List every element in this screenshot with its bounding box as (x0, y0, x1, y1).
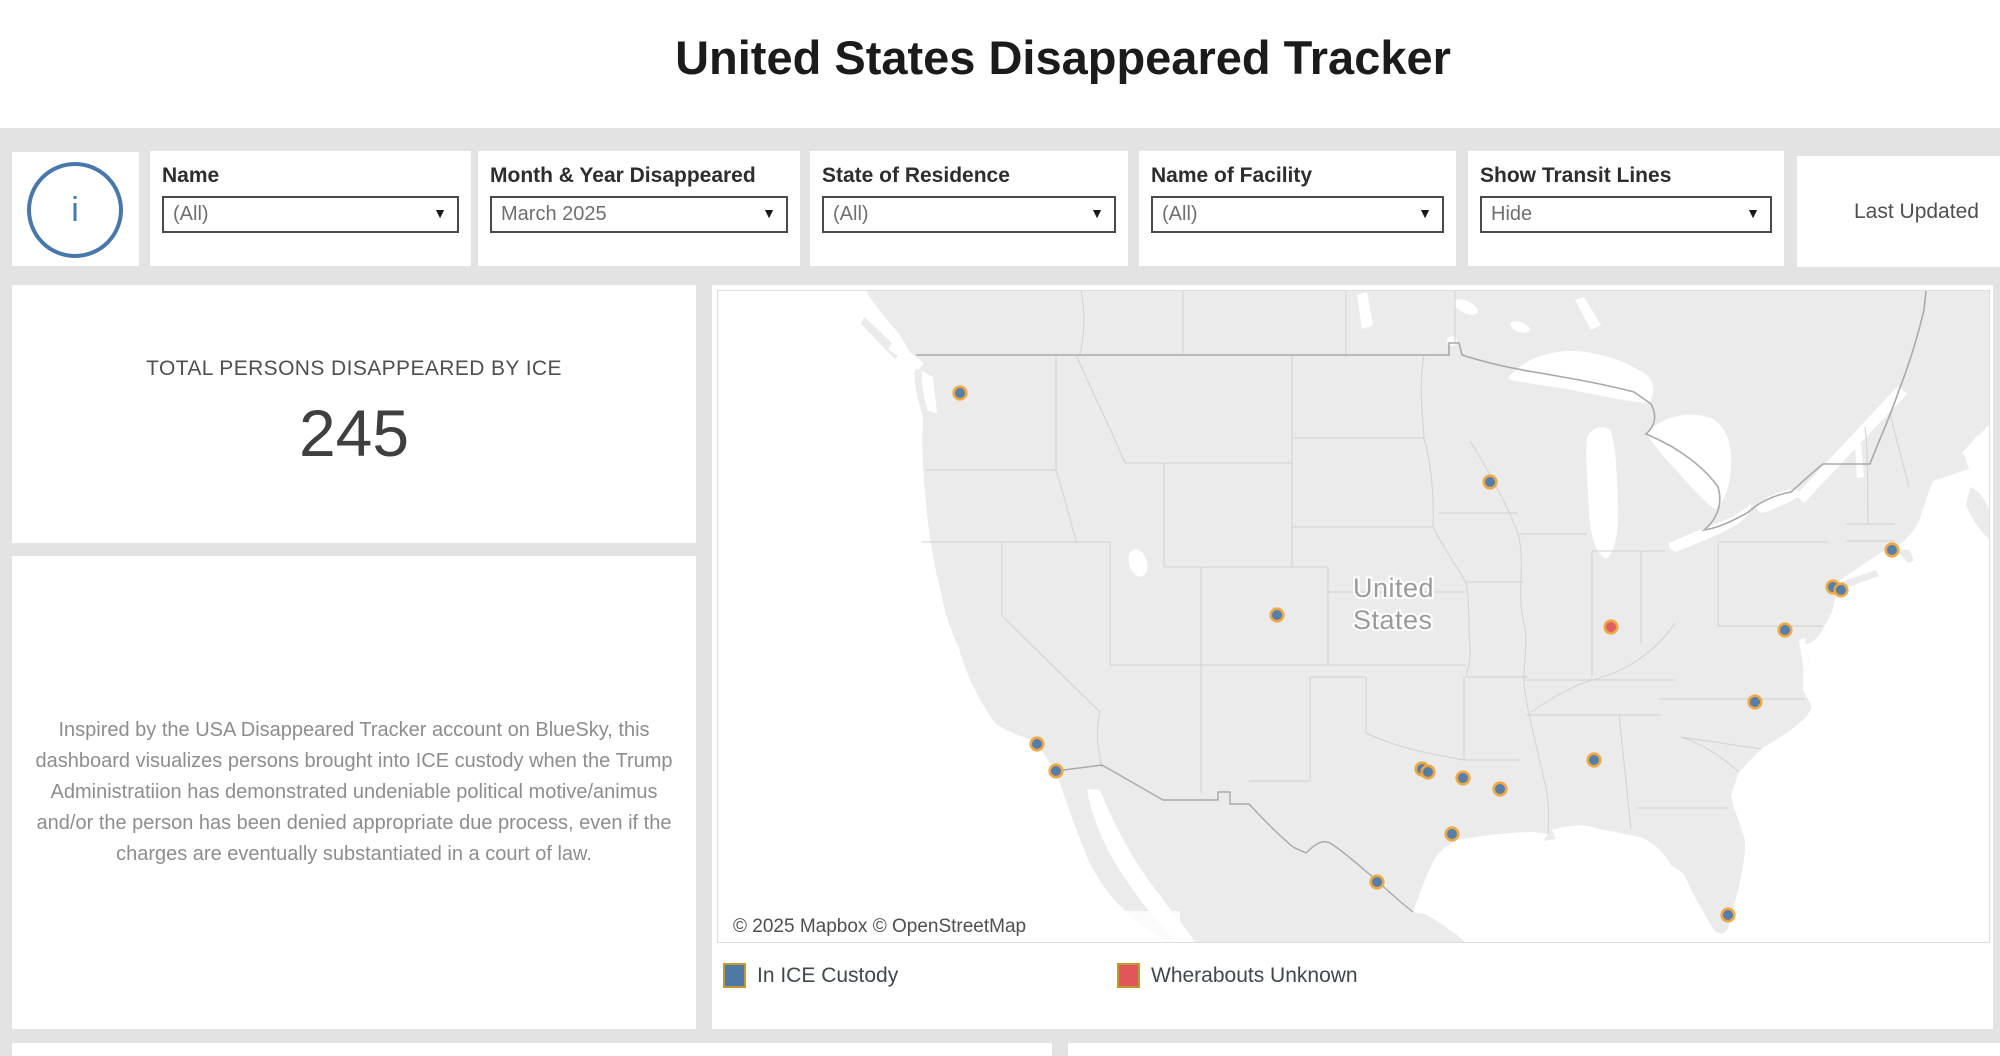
kpi-panel: TOTAL PERSONS DISAPPEARED BY ICE 245 (12, 285, 696, 543)
description-text: Inspired by the USA Disappeared Tracker … (35, 719, 673, 865)
info-icon-letter: i (71, 190, 79, 229)
legend-label-unknown: Wherabouts Unknown (1151, 964, 1358, 987)
filter-name-label: Name (162, 164, 220, 187)
map-viewport[interactable]: United States © 2025 Mapbox © OpenStreet… (717, 290, 1990, 943)
bottom-panel-right (1068, 1043, 2000, 1056)
chevron-down-icon: ▼ (1746, 205, 1760, 221)
nova-scotia (1966, 487, 1989, 539)
header-band: United States Disappeared Tracker (0, 0, 2000, 128)
legend-swatch-unknown[interactable] (1117, 963, 1140, 988)
bottom-panel-left (12, 1043, 1052, 1056)
filter-month-year: Month & Year Disappeared March 2025 ▼ (478, 151, 800, 266)
map-marker[interactable] (1455, 770, 1471, 786)
map-marker[interactable] (1603, 619, 1619, 635)
filter-name: Name (All) ▼ (150, 151, 471, 266)
map-marker[interactable] (952, 385, 968, 401)
legend-item-custody: In ICE Custody (723, 963, 1023, 988)
legend-item-unknown: Wherabouts Unknown (1117, 963, 1457, 988)
map-marker[interactable] (1720, 907, 1736, 923)
long-island (1841, 570, 1879, 588)
cape-cod (1896, 549, 1914, 563)
facility-dropdown[interactable]: (All) ▼ (1151, 196, 1444, 233)
filter-transit: Show Transit Lines Hide ▼ (1468, 151, 1784, 266)
map-marker[interactable] (1833, 582, 1849, 598)
map-marker[interactable] (1444, 826, 1460, 842)
last-updated-panel: Last Updated (1797, 156, 2000, 267)
canada-border (916, 290, 1927, 532)
month-year-dropdown[interactable]: March 2025 ▼ (490, 196, 788, 233)
name-dropdown-value: (All) (173, 203, 209, 225)
legend-label-custody: In ICE Custody (757, 964, 899, 987)
filter-state-label: State of Residence (822, 164, 1010, 187)
map-marker[interactable] (1482, 474, 1498, 490)
transit-dropdown[interactable]: Hide ▼ (1480, 196, 1772, 233)
last-updated-label: Last Updated (1854, 200, 1979, 223)
map-marker[interactable] (1492, 781, 1508, 797)
map-marker[interactable] (1269, 607, 1285, 623)
us-map-svg[interactable]: United States (718, 290, 1989, 942)
map-label-line1: United (1353, 573, 1434, 603)
map-marker[interactable] (1586, 752, 1602, 768)
filter-transit-label: Show Transit Lines (1480, 164, 1672, 187)
map-marker[interactable] (1029, 736, 1045, 752)
month-year-dropdown-value: March 2025 (501, 203, 607, 225)
filter-state: State of Residence (All) ▼ (810, 151, 1128, 266)
kpi-value: 245 (298, 396, 410, 470)
legend-swatch-custody[interactable] (723, 963, 746, 988)
info-icon[interactable]: i (27, 162, 123, 258)
state-dropdown[interactable]: (All) ▼ (822, 196, 1116, 233)
map-marker[interactable] (1777, 622, 1793, 638)
chevron-down-icon: ▼ (1090, 205, 1104, 221)
map-marker[interactable] (1369, 874, 1385, 890)
map-marker[interactable] (1884, 542, 1900, 558)
water-bodies (888, 292, 1984, 942)
chevron-down-icon: ▼ (1418, 205, 1432, 221)
info-panel: i (12, 152, 139, 266)
filter-facility-label: Name of Facility (1151, 164, 1313, 187)
description-panel: Inspired by the USA Disappeared Tracker … (12, 556, 696, 1029)
map-label-line2: States (1353, 605, 1433, 635)
map-panel: United States © 2025 Mapbox © OpenStreet… (712, 285, 1993, 1029)
chevron-down-icon: ▼ (433, 205, 447, 221)
state-borders (922, 290, 1910, 835)
kpi-label: TOTAL PERSONS DISAPPEARED BY ICE (146, 357, 562, 380)
chevron-down-icon: ▼ (762, 205, 776, 221)
name-dropdown[interactable]: (All) ▼ (162, 196, 459, 233)
map-marker[interactable] (1747, 694, 1763, 710)
map-marker[interactable] (1420, 764, 1436, 780)
filter-facility: Name of Facility (All) ▼ (1139, 151, 1456, 266)
filter-month-year-label: Month & Year Disappeared (490, 164, 756, 187)
map-attribution: © 2025 Mapbox © OpenStreetMap (724, 911, 1180, 942)
page-title: United States Disappeared Tracker (675, 31, 1451, 84)
transit-dropdown-value: Hide (1491, 203, 1533, 225)
map-marker[interactable] (1048, 763, 1064, 779)
facility-dropdown-value: (All) (1162, 203, 1198, 225)
state-dropdown-value: (All) (833, 203, 869, 225)
markers-layer (952, 385, 1900, 923)
